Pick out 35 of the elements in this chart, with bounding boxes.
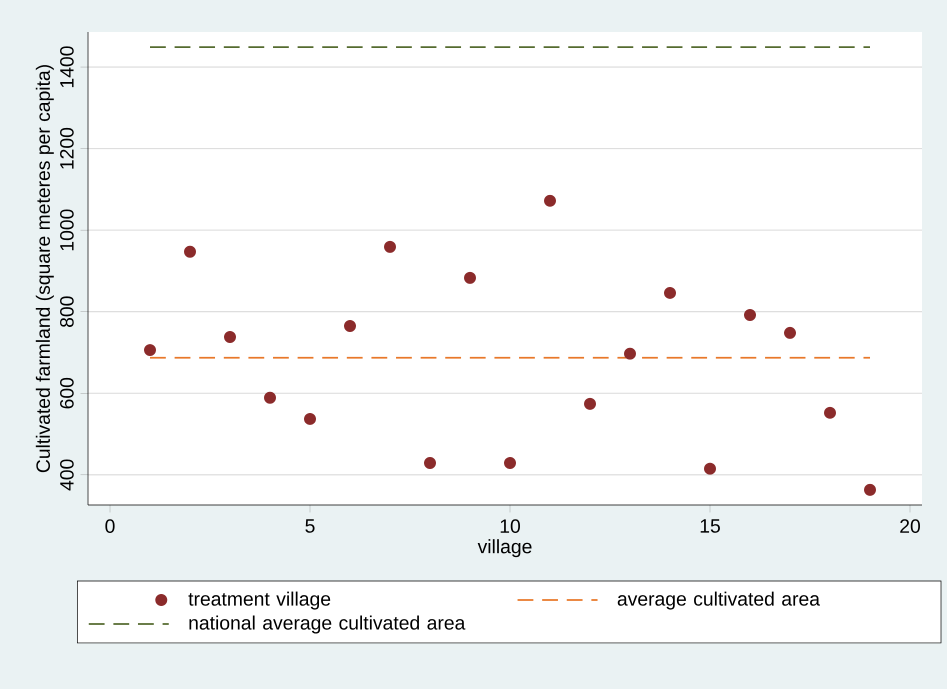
point [824,406,836,419]
legend-label: treatment village [188,592,330,610]
y-tick-label: 1400 [60,46,74,88]
point [784,326,796,339]
y-tick-label: 600 [60,378,74,408]
point [744,308,756,321]
point [144,344,156,356]
point [464,272,476,284]
x-tick-label: 15 [700,519,720,533]
point [424,457,436,469]
point [704,462,716,475]
point [344,320,356,332]
y-tick-label: 1000 [60,209,74,250]
y-tick-label: 400 [60,459,74,490]
x-tick-label: 0 [105,519,115,533]
y-tick-label: 1200 [60,128,74,169]
point [584,398,596,410]
y-tick-label: 800 [60,296,74,328]
point [184,246,196,258]
point [264,392,276,404]
point [664,286,676,299]
point [504,457,516,469]
x-tick-label: 10 [500,519,520,533]
x-tick-label: 5 [305,519,315,533]
x-tick-label: 20 [900,519,920,533]
y-axis-title: Cultivated farmland (square meteres per capita) [36,65,54,472]
point [304,412,316,425]
point [624,348,636,360]
point [864,484,876,496]
legend-label: average cultivated area [618,592,820,610]
point [224,331,236,343]
point [544,194,556,207]
legend-label: national average cultivated area [189,616,466,634]
point [384,240,396,253]
x-axis-title: village [478,539,532,558]
